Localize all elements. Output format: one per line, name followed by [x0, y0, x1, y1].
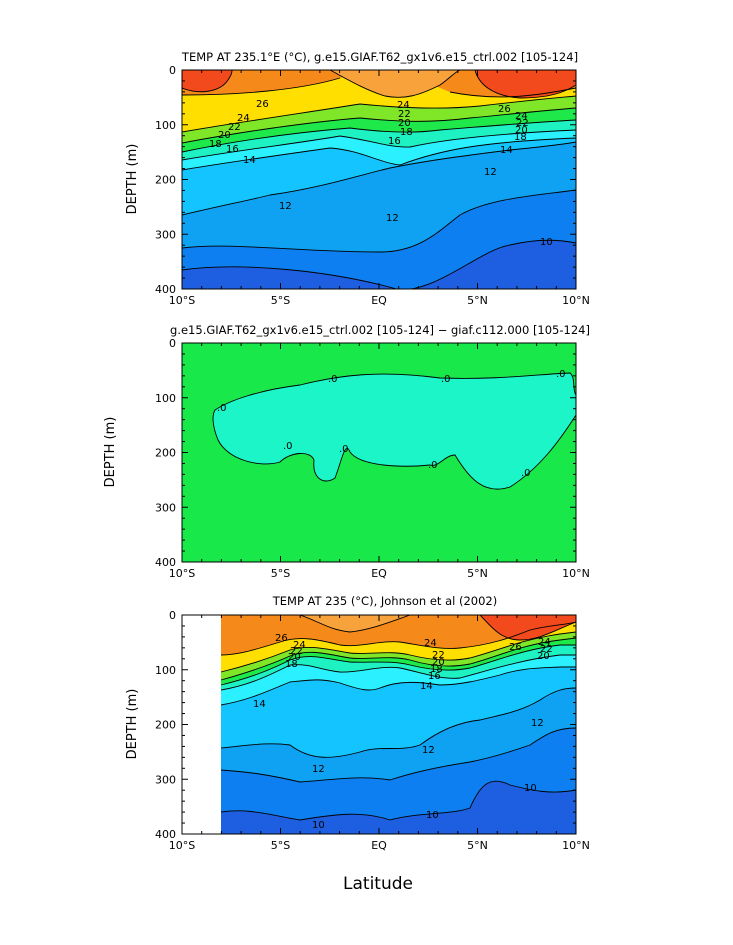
- x-tick-label: 10°S: [169, 294, 195, 307]
- y-tick-label: 0: [169, 609, 176, 622]
- x-tick-label: 10°S: [169, 567, 195, 580]
- label-26-right: 26: [509, 642, 522, 653]
- label-22-center: 22: [432, 650, 445, 661]
- panel3-axes: 10°S 5°S EQ 5°N 10°N 0 100 200 300 400: [155, 609, 590, 852]
- label-18-center: 18: [430, 664, 443, 675]
- label-20-right: 20: [515, 125, 528, 136]
- label-14-left: 14: [253, 699, 266, 710]
- label-12-right: 12: [531, 718, 544, 729]
- y-tick-label: 400: [155, 828, 176, 841]
- label-20-right: 20: [537, 651, 550, 662]
- y-tick-label: 400: [155, 556, 176, 569]
- label-24-center: 24: [397, 100, 410, 111]
- label-zero: .0: [556, 369, 566, 380]
- label-20-center: 20: [398, 118, 411, 129]
- label-22: 22: [228, 122, 241, 133]
- x-axis-label: Latitude: [343, 874, 413, 894]
- label-12-left: 12: [279, 201, 292, 212]
- x-tick-label: 10°N: [562, 839, 590, 852]
- x-tick-label: EQ: [371, 567, 387, 580]
- x-tick-label: 5°S: [271, 294, 290, 307]
- label-14-right: 14: [500, 145, 513, 156]
- y-tick-label: 0: [169, 64, 176, 77]
- label-12-center: 12: [422, 745, 435, 756]
- panel2-ylabel: DEPTH (m): [103, 417, 118, 488]
- label-22-right: 22: [540, 644, 553, 655]
- panel3-contour-fill: [220, 615, 576, 834]
- panel3-title: TEMP AT 235 (°C), Johnson et al (2002): [272, 594, 497, 608]
- label-18-right: 18: [514, 132, 527, 143]
- label-16-center: 16: [388, 136, 401, 147]
- panel2-title: g.e15.GIAF.T62_gx1v6.e15_ctrl.002 [105-1…: [170, 323, 590, 337]
- label-18: 18: [209, 139, 222, 150]
- label-10-center: 10: [426, 810, 439, 821]
- label-zero: .0: [441, 374, 451, 385]
- label-22-center: 22: [398, 109, 411, 120]
- panel3-contour-labels: 26 24 22 20 18 24 22 20 18 16 26 24 22 2…: [253, 633, 553, 831]
- panel1-contour-fill: [182, 70, 576, 289]
- x-tick-label: 5°N: [467, 839, 488, 852]
- panel3-ylabel: DEPTH (m): [125, 689, 140, 760]
- x-tick-label: 10°S: [169, 839, 195, 852]
- panel1-contour-labels: 26 24 22 20 18 16 14 12 12 10 24 22 20 1…: [209, 99, 553, 248]
- label-zero: .0: [521, 468, 531, 479]
- label-20: 20: [288, 652, 301, 663]
- label-20-center: 20: [432, 657, 445, 668]
- y-tick-label: 300: [155, 773, 176, 786]
- label-12-right: 12: [484, 167, 497, 178]
- label-26-right: 26: [498, 104, 511, 115]
- y-tick-label: 100: [155, 392, 176, 405]
- label-18-center: 18: [400, 127, 413, 138]
- y-tick-label: 400: [155, 283, 176, 296]
- label-14-center: 14: [420, 681, 433, 692]
- x-tick-label: 5°S: [271, 839, 290, 852]
- label-10-left: 10: [312, 820, 325, 831]
- label-zero: .0: [428, 460, 438, 471]
- x-tick-label: 10°N: [562, 294, 590, 307]
- y-tick-label: 200: [155, 174, 176, 187]
- label-22-right: 22: [516, 118, 529, 129]
- label-18: 18: [285, 659, 298, 670]
- panel2-contour-labels: .0 .0 .0 .0 .0 .0 .0 .0: [217, 369, 566, 479]
- label-24-right: 24: [515, 111, 528, 122]
- label-24: 24: [293, 640, 306, 651]
- label-24: 24: [237, 113, 250, 124]
- label-zero: .0: [339, 444, 349, 455]
- x-tick-label: 5°N: [467, 294, 488, 307]
- label-zero: .0: [217, 403, 227, 414]
- x-tick-label: EQ: [371, 839, 387, 852]
- y-tick-label: 0: [169, 337, 176, 350]
- y-tick-label: 300: [155, 501, 176, 514]
- label-24-center: 24: [424, 638, 437, 649]
- panel2-axes: 10°S 5°S EQ 5°N 10°N 0 100 200 300 400: [155, 337, 590, 580]
- label-16-center: 16: [428, 671, 441, 682]
- y-tick-label: 300: [155, 228, 176, 241]
- label-26: 26: [256, 99, 269, 110]
- label-16: 16: [226, 144, 239, 155]
- label-24-right: 24: [538, 637, 551, 648]
- panel1-title: TEMP AT 235.1°E (°C), g.e15.GIAF.T62_gx1…: [181, 50, 578, 64]
- label-10-right: 10: [524, 783, 537, 794]
- y-tick-label: 100: [155, 664, 176, 677]
- panel1-ylabel: DEPTH (m): [125, 144, 140, 215]
- label-12-left: 12: [312, 764, 325, 775]
- label-zero: .0: [328, 374, 338, 385]
- y-tick-label: 100: [155, 119, 176, 132]
- x-tick-label: 5°S: [271, 567, 290, 580]
- x-tick-label: 10°N: [562, 567, 590, 580]
- label-20: 20: [218, 130, 231, 141]
- label-26: 26: [275, 633, 288, 644]
- label-zero: .0: [283, 441, 293, 452]
- label-10: 10: [540, 237, 553, 248]
- y-tick-label: 200: [155, 447, 176, 460]
- label-22: 22: [290, 646, 303, 657]
- panel1-axes: 10°S 5°S EQ 5°N 10°N 0 100 200 300 400: [155, 64, 590, 307]
- y-tick-label: 200: [155, 719, 176, 732]
- x-tick-label: 5°N: [467, 567, 488, 580]
- panel2-contour-fill: [182, 343, 576, 562]
- x-tick-label: EQ: [371, 294, 387, 307]
- label-12-center: 12: [386, 213, 399, 224]
- label-14: 14: [243, 155, 256, 166]
